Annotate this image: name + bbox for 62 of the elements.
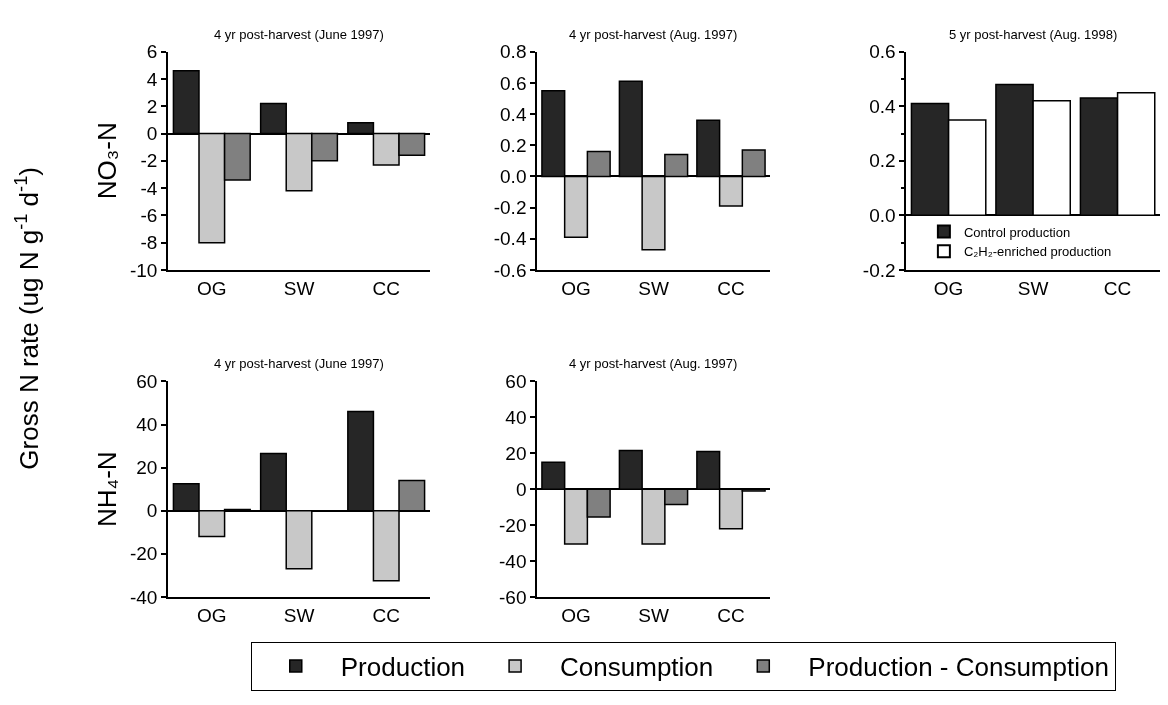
- y-tick-label: -0.2: [862, 259, 896, 281]
- y-tick-label: -20: [499, 514, 527, 536]
- y-tick-label: 60: [505, 371, 527, 393]
- y-tick-label: -60: [499, 586, 527, 608]
- y-tick-label: 2: [146, 95, 158, 117]
- x-tick-label: CC: [717, 277, 745, 299]
- legend-label: Control production: [963, 224, 1071, 240]
- legend-label: Production - Consumption: [808, 652, 1109, 683]
- y-tick-label: 0: [515, 478, 527, 500]
- x-tick-label: SW: [283, 277, 315, 299]
- y-tick-label: 0.6: [869, 41, 896, 63]
- y-tick-label: 40: [136, 414, 158, 436]
- x-tick-label: OG: [933, 277, 964, 299]
- x-tick-label: OG: [561, 604, 591, 626]
- x-tick-label: CC: [717, 604, 745, 626]
- y-tick-label: -10: [129, 259, 158, 281]
- x-tick-label: CC: [372, 277, 400, 299]
- y-tick-label: 6: [146, 41, 158, 63]
- y-tick-label: 40: [505, 406, 527, 428]
- y-tick-label: 0: [146, 500, 158, 522]
- chart-title: 4 yr post-harvest (June 1997): [214, 27, 384, 42]
- y-tick-label: -4: [140, 177, 158, 199]
- y-tick-label: -0.6: [493, 259, 527, 281]
- y-tick-label: -40: [129, 586, 158, 608]
- y-tick-label: -40: [499, 550, 527, 572]
- x-tick-label: SW: [1017, 277, 1049, 299]
- y-tick-label: -0.2: [493, 197, 527, 219]
- y-tick-label: 0.6: [500, 72, 527, 94]
- x-tick-label: SW: [283, 604, 315, 626]
- y-tick-label: -0.4: [493, 228, 527, 250]
- x-tick-label: SW: [638, 277, 669, 299]
- x-tick-label: OG: [197, 277, 227, 299]
- y-tick-label: 0.2: [500, 134, 527, 156]
- y-tick-label: -20: [129, 543, 158, 565]
- x-tick-label: OG: [197, 604, 227, 626]
- y-tick-label: 0: [146, 123, 158, 145]
- y-axis-title: NO₃-N: [91, 122, 122, 200]
- y-tick-label: 0.8: [500, 41, 527, 63]
- y-tick-label: 0.4: [869, 95, 896, 117]
- x-tick-label: CC: [372, 604, 400, 626]
- y-axis-title: NH₄-N: [91, 451, 122, 527]
- y-tick-label: 4: [146, 68, 158, 90]
- y-tick-label: 0.4: [500, 103, 527, 125]
- y-tick-label: -8: [140, 232, 158, 254]
- chart-title: 4 yr post-harvest (June 1997): [214, 356, 384, 371]
- chart-title: 4 yr post-harvest (Aug. 1997): [569, 356, 738, 371]
- y-tick-label: 0.0: [869, 205, 896, 227]
- legend-label: Consumption: [560, 652, 714, 683]
- y-tick-label: -6: [140, 205, 158, 227]
- y-tick-label: 60: [136, 371, 158, 393]
- y-tick-label: 20: [136, 457, 158, 479]
- y-tick-label: 0.2: [869, 150, 896, 172]
- legend-label: C₂H₂-enriched production: [963, 244, 1112, 260]
- x-tick-label: SW: [638, 604, 669, 626]
- chart-title: 5 yr post-harvest (Aug. 1998): [949, 27, 1118, 42]
- y-tick-label: 20: [505, 442, 527, 464]
- y-tick-label: -2: [140, 150, 158, 172]
- chart-title: 4 yr post-harvest (Aug. 1997): [569, 27, 738, 42]
- x-tick-label: CC: [1103, 277, 1132, 299]
- x-tick-label: OG: [561, 277, 591, 299]
- legend-label: Production: [340, 652, 466, 683]
- y-tick-label: 0.0: [500, 166, 527, 188]
